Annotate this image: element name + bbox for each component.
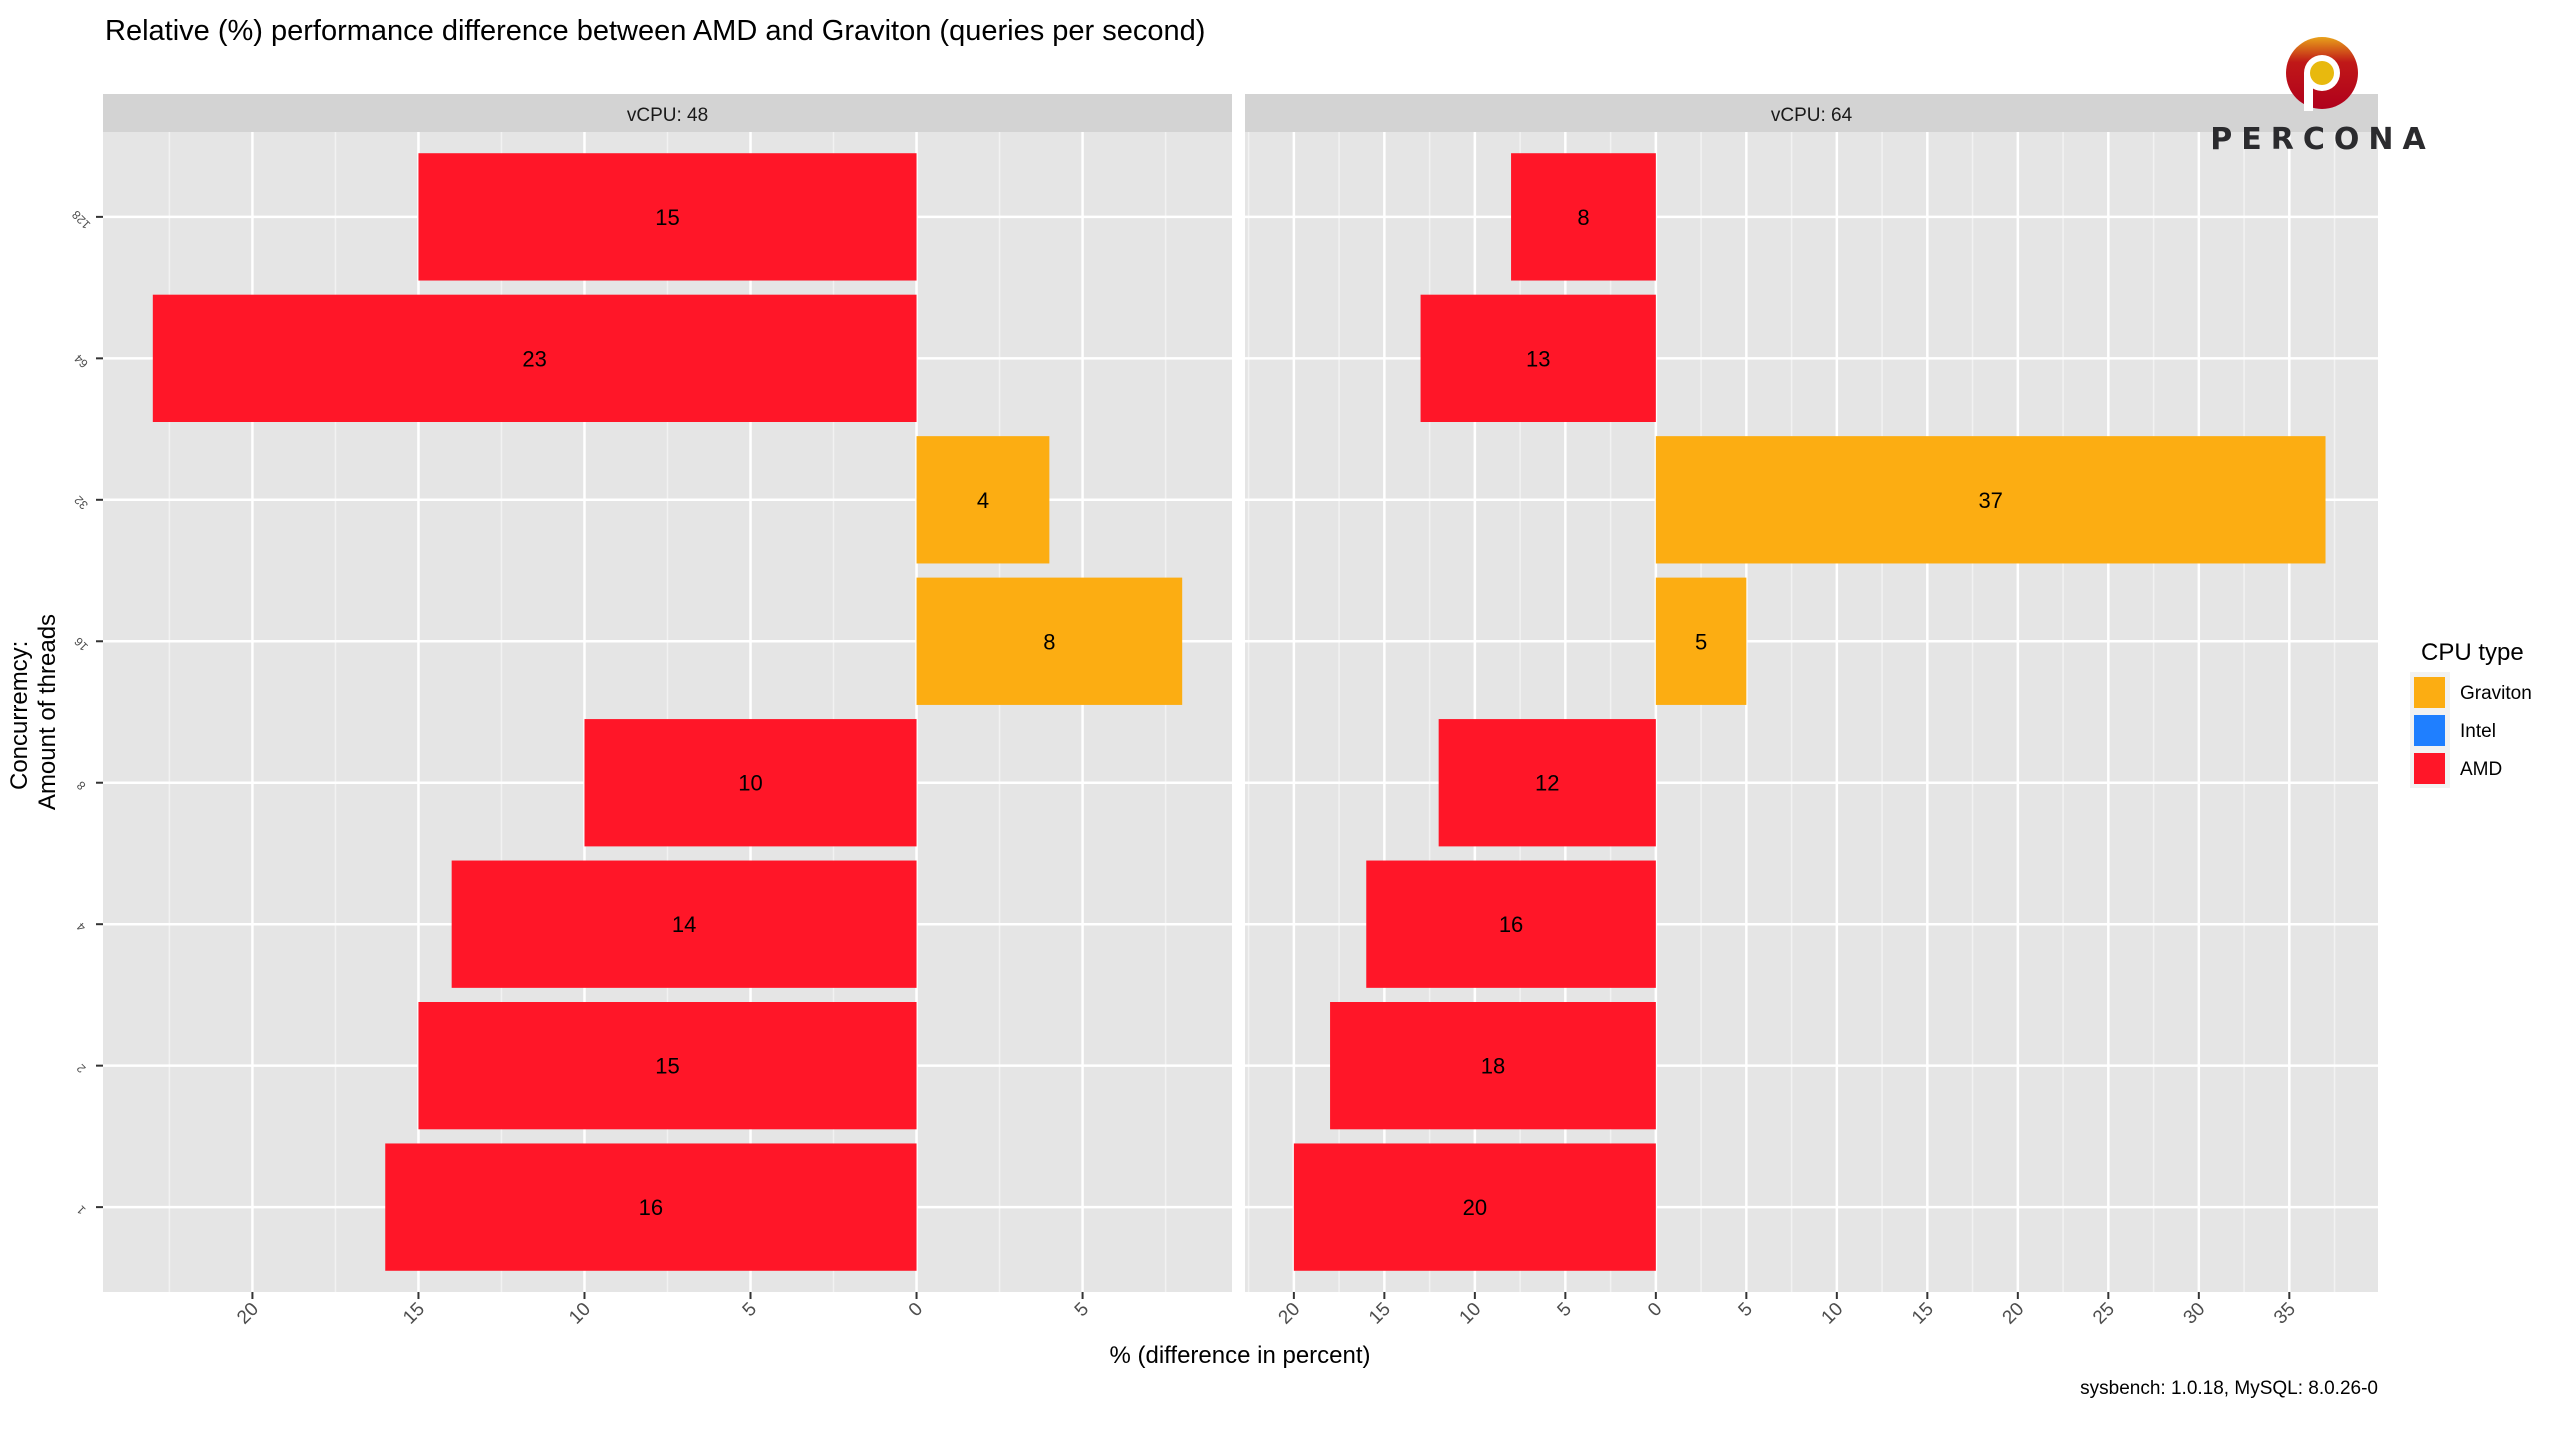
y-tick-label: 128 <box>69 207 93 231</box>
x-tick-label: 5 <box>739 1299 761 1321</box>
bar-label: 37 <box>1978 488 2002 513</box>
legend-label: AMD <box>2460 759 2502 780</box>
x-axis-title: % (difference in percent) <box>1109 1342 1370 1369</box>
facet-panel: vCPU: 64 20 18 16 12 5 37 13 8 20 15 10 5 0 5 10 15 20 25 3… <box>1245 94 2378 1328</box>
y-tick-label: 64 <box>71 351 91 371</box>
x-tick-label: 20 <box>1999 1299 2029 1329</box>
bar-amd <box>451 860 917 988</box>
bar-label: 16 <box>1499 912 1523 937</box>
bar-label: 12 <box>1535 771 1559 796</box>
bar-amd <box>1366 860 1656 988</box>
caption: sysbench: 1.0.18, MySQL: 8.0.26-0 <box>2080 1378 2378 1399</box>
bar-amd <box>1420 294 1656 422</box>
x-tick-label: 20 <box>233 1299 263 1329</box>
bar-label: 16 <box>639 1195 663 1220</box>
bar-graviton <box>916 436 1050 564</box>
x-tick-label: 0 <box>1644 1299 1666 1321</box>
x-tick-label: 20 <box>1275 1299 1305 1329</box>
y-tick-label: 8 <box>74 778 89 793</box>
bar-label: 23 <box>522 346 546 371</box>
x-tick-label: 10 <box>565 1299 595 1329</box>
bar-label: 20 <box>1463 1195 1487 1220</box>
legend-key-intel <box>2414 715 2445 746</box>
bar-label: 8 <box>1043 629 1055 654</box>
y-axis: 1 2 4 8 16 32 64 128 <box>69 207 103 1217</box>
bar-label: 8 <box>1577 205 1589 230</box>
facet-strip-label: vCPU: 48 <box>627 105 708 126</box>
x-tick-label: 35 <box>2270 1299 2300 1329</box>
legend: CPU type Graviton Intel AMD <box>2410 639 2532 788</box>
x-tick-label: 15 <box>1908 1299 1938 1329</box>
facet-strip <box>103 94 1232 132</box>
x-tick-label: 10 <box>1818 1299 1848 1329</box>
y-tick-label: 4 <box>74 919 89 934</box>
bar-label: 10 <box>738 771 762 796</box>
bar-label: 18 <box>1481 1054 1505 1079</box>
panels: vCPU: 48 16 15 14 10 8 4 23 15 20 15 10 5 0 5 vCPU: 64 2… <box>103 94 2378 1328</box>
bar-amd <box>1511 153 1656 281</box>
x-tick-label: 5 <box>1735 1299 1757 1321</box>
bar-amd <box>1438 719 1656 847</box>
x-tick-label: 5 <box>1554 1299 1576 1321</box>
percona-logo-icon <box>2286 37 2358 111</box>
y-axis-title-line-2: Amount of threads <box>34 614 61 810</box>
y-tick-label: 1 <box>74 1202 89 1217</box>
bar-label: 15 <box>655 1054 679 1079</box>
legend-label: Intel <box>2460 721 2496 742</box>
bar-amd <box>1293 1143 1656 1271</box>
bar-label: 15 <box>655 205 679 230</box>
x-tick-label: 25 <box>2089 1299 2119 1329</box>
bar-amd <box>385 1143 917 1271</box>
y-axis-title-line-1: Concurremcy: <box>6 641 33 790</box>
bar-label: 4 <box>977 488 989 513</box>
y-tick-label: 2 <box>74 1061 89 1076</box>
bar-amd <box>418 153 917 281</box>
facet-strip-label: vCPU: 64 <box>1771 105 1853 126</box>
legend-label: Graviton <box>2460 683 2532 704</box>
bar-amd <box>418 1002 917 1130</box>
x-tick-label: 5 <box>1071 1299 1093 1321</box>
y-axis-title: Concurremcy: Amount of threads <box>6 614 61 810</box>
x-tick-label: 15 <box>1365 1299 1395 1329</box>
bar-amd <box>1330 1002 1656 1130</box>
y-tick-label: 32 <box>71 493 91 513</box>
bar-label: 5 <box>1695 629 1707 654</box>
bar-graviton <box>916 577 1183 705</box>
bar-amd <box>152 294 917 422</box>
x-tick-label: 30 <box>2180 1299 2210 1329</box>
bar-graviton <box>1655 436 2326 564</box>
x-tick-label: 10 <box>1456 1299 1486 1329</box>
facet-strip <box>1245 94 2378 132</box>
y-tick-label: 16 <box>71 634 91 654</box>
legend-key-graviton <box>2414 677 2445 708</box>
percona-logo: PERCONA <box>2210 36 2470 157</box>
chart-title: Relative (%) performance difference betw… <box>105 15 1205 47</box>
percona-logo-text: PERCONA <box>2210 122 2435 157</box>
bar-label: 14 <box>672 912 696 937</box>
bar-amd <box>584 719 917 847</box>
x-tick-label: 15 <box>399 1299 429 1329</box>
facet-panel: vCPU: 48 16 15 14 10 8 4 23 15 20 15 10 5 0 5 <box>103 94 1232 1328</box>
legend-key-amd <box>2414 753 2445 784</box>
bar-graviton <box>1655 577 1747 705</box>
legend-title: CPU type <box>2421 639 2524 666</box>
x-tick-label: 0 <box>905 1299 927 1321</box>
bar-label: 13 <box>1526 346 1550 371</box>
